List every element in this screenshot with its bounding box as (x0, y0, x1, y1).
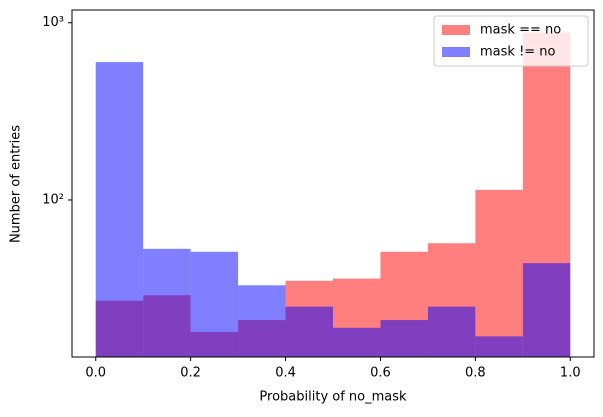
x-tick-label: 0.6 (370, 366, 391, 381)
legend-label: mask == no (480, 23, 561, 38)
bar (143, 248, 191, 357)
bar (380, 320, 428, 357)
x-axis-label: Probability of no_mask (259, 390, 407, 405)
legend-swatch (442, 47, 470, 57)
legend-box (433, 15, 589, 67)
plot-frame (71, 9, 595, 358)
x-tick-label: 0.0 (85, 366, 106, 381)
bar (475, 336, 523, 357)
legend-swatch (442, 25, 470, 35)
legend-label: mask != no (480, 45, 556, 60)
x-tick-label: 0.8 (465, 366, 486, 381)
x-tick-label: 0.4 (275, 366, 296, 381)
bar (475, 189, 523, 357)
y-axis-label: Number of entries (9, 125, 24, 243)
bar (95, 62, 144, 358)
x-tick-label: 0.2 (180, 366, 201, 381)
bar (333, 327, 381, 357)
x-tick-label: 1.0 (560, 366, 581, 381)
y-tick-label: 10³ (42, 15, 64, 30)
y-tick-label: 10² (42, 192, 64, 207)
bar (285, 306, 333, 357)
bar (522, 263, 571, 357)
bar (190, 251, 239, 357)
bar (427, 306, 476, 357)
bar (238, 285, 286, 357)
